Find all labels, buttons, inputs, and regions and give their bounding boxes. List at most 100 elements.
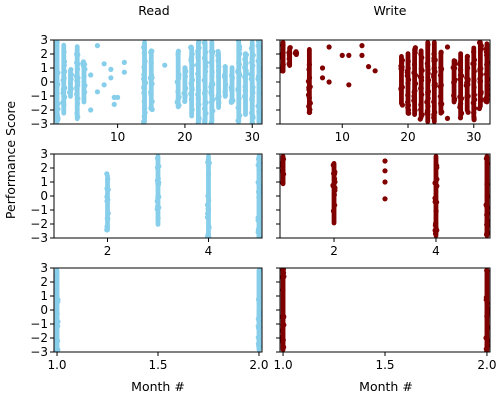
- data-point: [286, 61, 292, 67]
- data-point: [175, 88, 181, 95]
- y-tick-label: 0: [40, 303, 48, 317]
- data-point: [419, 92, 425, 98]
- data-point: [346, 82, 352, 88]
- data-point: [464, 53, 471, 60]
- data-point: [235, 118, 241, 124]
- data-point: [216, 99, 222, 106]
- data-point: [205, 159, 211, 165]
- y-axis-label: Performance Score: [3, 101, 18, 220]
- y-tick-label: 1: [40, 61, 48, 75]
- data-point: [176, 71, 182, 77]
- data-point: [382, 196, 388, 202]
- data-point: [483, 294, 489, 300]
- subplot-0-1: 10 20 30: [276, 39, 491, 144]
- data-point: [478, 97, 484, 103]
- data-point: [411, 61, 418, 68]
- data-point: [257, 268, 262, 274]
- data-point: [484, 218, 490, 224]
- data-point: [484, 343, 490, 349]
- y-tick-label: 3: [40, 261, 48, 275]
- data-point: [458, 73, 465, 79]
- x-axis-label-right: Month #: [359, 379, 413, 394]
- y-tick-label: 1: [40, 175, 48, 189]
- data-point: [433, 208, 439, 214]
- data-point: [484, 230, 490, 236]
- data-point: [412, 81, 419, 87]
- data-point: [88, 107, 94, 113]
- data-point: [202, 68, 209, 74]
- data-point: [121, 59, 127, 65]
- data-point: [54, 90, 60, 97]
- data-point: [149, 99, 155, 105]
- data-point: [432, 199, 438, 205]
- data-point: [208, 88, 214, 94]
- data-point: [154, 203, 161, 210]
- y-tick-label: −3: [30, 345, 48, 359]
- point-column: [418, 48, 424, 120]
- data-point: [418, 77, 425, 83]
- data-point: [195, 96, 201, 103]
- data-point: [256, 316, 262, 323]
- data-point: [215, 57, 221, 63]
- data-point: [141, 64, 147, 70]
- data-point: [196, 45, 202, 51]
- column-title-read: Read: [138, 3, 169, 18]
- data-point: [280, 322, 286, 328]
- data-point: [242, 74, 248, 80]
- data-point: [425, 103, 431, 109]
- y-tick-label: 3: [40, 147, 48, 161]
- data-point: [248, 45, 255, 51]
- x-tick-label: 10: [110, 130, 125, 144]
- data-point: [141, 90, 147, 96]
- x-tick-label: 1.0: [47, 358, 66, 372]
- data-point: [215, 52, 221, 59]
- data-point: [484, 205, 490, 211]
- data-point: [205, 232, 211, 238]
- y-tick-label: −1: [30, 203, 48, 217]
- data-point: [209, 69, 215, 75]
- data-point: [256, 64, 262, 70]
- data-point: [256, 234, 262, 238]
- data-point: [471, 100, 477, 106]
- y-tick-label: 0: [40, 75, 48, 89]
- data-point: [398, 63, 404, 69]
- data-point: [484, 161, 490, 167]
- data-point: [399, 57, 406, 63]
- data-point: [222, 64, 228, 70]
- data-point: [88, 72, 94, 78]
- data-point: [174, 99, 180, 105]
- data-point: [484, 61, 490, 68]
- data-point: [75, 52, 81, 58]
- data-point: [175, 48, 182, 54]
- data-point: [438, 65, 444, 71]
- x-tick-label: 1.5: [148, 358, 167, 372]
- data-point: [255, 226, 261, 233]
- data-point: [142, 105, 148, 111]
- data-point: [476, 105, 483, 112]
- data-point: [68, 66, 74, 73]
- data-point: [195, 120, 201, 124]
- data-point: [188, 91, 194, 97]
- data-point: [235, 40, 242, 44]
- data-point: [60, 90, 66, 96]
- data-point: [306, 85, 312, 91]
- data-point: [419, 67, 425, 74]
- data-point: [257, 111, 262, 117]
- data-point: [183, 85, 189, 91]
- data-point: [149, 106, 155, 113]
- data-point: [459, 110, 465, 116]
- data-point: [280, 156, 287, 162]
- data-point: [484, 193, 490, 199]
- data-point: [105, 197, 111, 203]
- data-point: [189, 51, 195, 57]
- data-point: [438, 82, 444, 89]
- data-point: [457, 66, 464, 73]
- scatter-points: [280, 154, 490, 238]
- data-point: [243, 60, 249, 66]
- data-point: [412, 107, 418, 113]
- data-point: [236, 59, 242, 66]
